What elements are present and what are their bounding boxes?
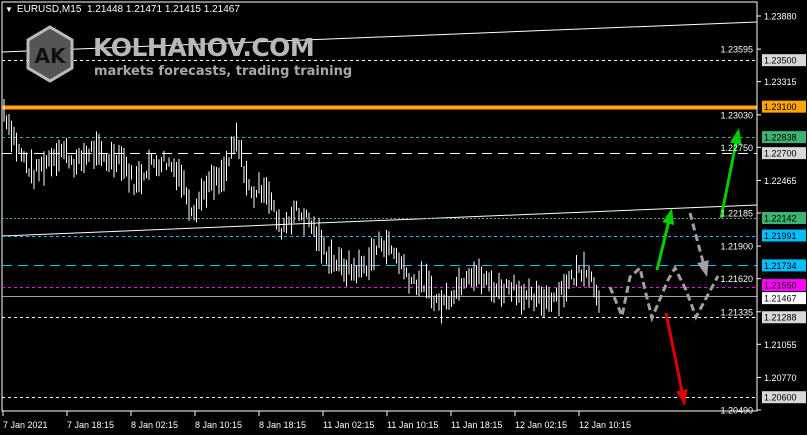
price-tick-label: 1.21900	[720, 242, 753, 252]
price-tick-label: 1.23595	[720, 45, 753, 55]
down-arrow-icon-head	[675, 389, 688, 406]
price-label-box	[762, 147, 806, 160]
ohlc-high: 1.21471	[125, 4, 163, 15]
price-level-label: 1.22142	[764, 213, 797, 223]
price-label-box	[762, 279, 806, 292]
ohlc-close: 1.21467	[203, 4, 240, 15]
price-label-box	[762, 54, 806, 67]
ak-logo-icon: AK	[26, 25, 74, 83]
time-tick-label: 7 Jan 18:15	[67, 420, 114, 430]
price-level-label: 1.21467	[764, 294, 797, 304]
price-label-box	[762, 391, 806, 404]
price-level-label: 1.22700	[764, 149, 797, 159]
price-tick-label: 1.23030	[720, 110, 753, 120]
price-tick-label: 1.23315	[764, 77, 797, 87]
price-tick-label: 1.21335	[720, 307, 753, 317]
price-level-label: 1.20600	[764, 393, 797, 403]
forecast-path	[608, 264, 720, 323]
price-level-label: 1.23500	[764, 56, 797, 66]
price-level-label: 1.23100	[764, 102, 797, 112]
time-tick-label: 11 Jan 02:15	[323, 420, 374, 430]
forecast-down-arrow-icon-head	[697, 259, 709, 277]
price-tick-label: 1.21620	[720, 274, 753, 284]
price-level-label: 1.22838	[764, 133, 797, 143]
ohlc-low: 1.21415	[164, 4, 201, 15]
time-tick-label: 8 Jan 18:15	[259, 420, 306, 430]
trendline-upper	[1, 21, 758, 53]
price-level-label: 1.21288	[764, 313, 797, 323]
time-tick-label: 12 Jan 10:15	[579, 420, 631, 430]
symbol-label: EURUSD,M15	[16, 4, 82, 15]
up-arrow-icon-head	[662, 208, 675, 225]
down-arrow-icon	[664, 312, 684, 393]
price-level-label: 1.21991	[764, 231, 797, 241]
svg-text:AK: AK	[35, 44, 67, 68]
price-level-label: 1.21550	[764, 281, 797, 291]
watermark-site: KOLHANOV.COM	[93, 33, 315, 62]
price-tick-label: 1.22185	[720, 208, 753, 218]
dropdown-triangle-icon[interactable]: ▼	[5, 5, 13, 14]
price-label-box	[762, 211, 806, 224]
ohlc-open: 1.21448	[86, 4, 124, 15]
up-arrow-icon	[655, 216, 672, 271]
price-label-box	[762, 131, 806, 144]
chart-header: ▼ EURUSD,M15 1.21448 1.21471 1.21415 1.21…	[5, 4, 240, 15]
time-tick-label: 8 Jan 02:15	[131, 420, 178, 430]
price-tick-label: 1.22750	[720, 143, 753, 153]
time-tick-label: 11 Jan 18:15	[451, 420, 502, 430]
price-label-box	[762, 292, 806, 305]
price-label-box	[762, 229, 806, 242]
price-label-box	[762, 100, 806, 113]
price-tick-label: 1.20770	[764, 373, 797, 383]
time-tick-label: 7 Jan 2021	[3, 420, 48, 430]
trendline-lower	[1, 204, 758, 237]
up-arrow-icon	[719, 141, 738, 219]
price-label-box	[762, 311, 806, 324]
time-tick-label: 11 Jan 10:15	[387, 420, 438, 430]
up-arrow-icon-head	[729, 128, 742, 145]
time-tick-label: 12 Jan 02:15	[515, 420, 567, 430]
watermark-tagline: markets forecasts, trading training	[94, 64, 353, 79]
price-level-label: 1.21734	[764, 261, 797, 271]
price-tick-label: 1.21055	[764, 340, 797, 350]
price-tick-label: 1.20490	[720, 405, 753, 415]
forecast-down-arrow-icon	[688, 212, 706, 268]
price-bars	[3, 98, 600, 324]
time-tick-label: 8 Jan 10:15	[195, 420, 242, 430]
price-tick-label: 1.22465	[764, 176, 797, 186]
price-label-box	[762, 259, 806, 272]
price-tick-label: 1.23880	[764, 12, 797, 22]
